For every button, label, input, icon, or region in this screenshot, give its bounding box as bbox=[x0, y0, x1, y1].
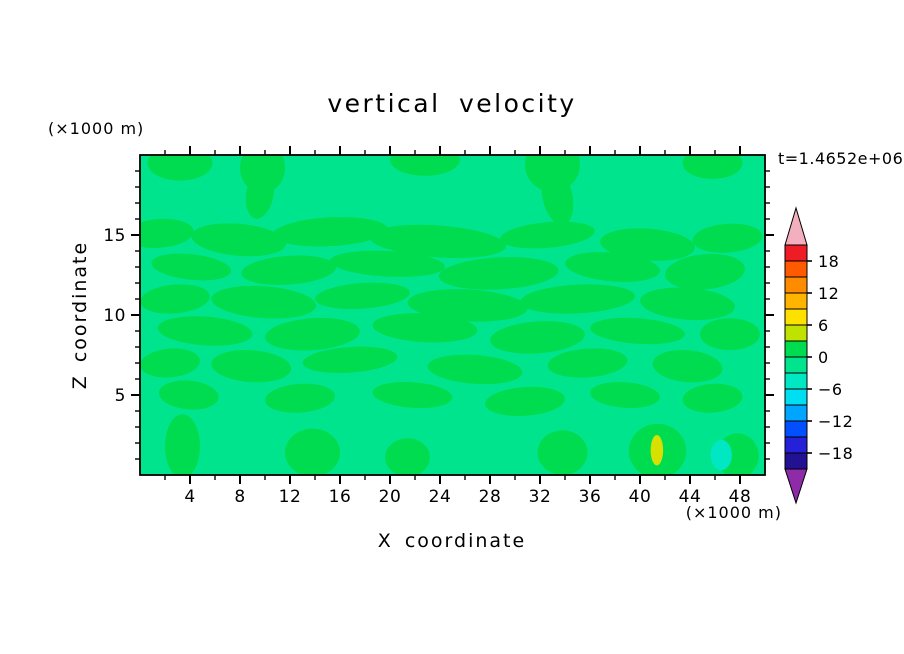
x-tick-label: 36 bbox=[579, 487, 602, 507]
chart-title: vertical velocity bbox=[327, 89, 576, 118]
contour-blob bbox=[272, 217, 388, 247]
contour-blob bbox=[390, 155, 460, 176]
x-tick-label: 12 bbox=[279, 487, 302, 507]
x-tick-label: 32 bbox=[529, 487, 552, 507]
contour-blob bbox=[372, 381, 453, 409]
colorbar-label: 18 bbox=[818, 252, 839, 271]
contour-blob bbox=[372, 313, 478, 343]
colorbar-segment bbox=[784, 420, 808, 438]
timestamp-label: t=1.4652e+06 bbox=[778, 149, 903, 168]
contour-blob bbox=[157, 316, 253, 346]
x-tick-label: 28 bbox=[479, 487, 502, 507]
x-tick-label: 16 bbox=[329, 487, 352, 507]
contour-blob bbox=[385, 438, 430, 475]
contour-blob bbox=[165, 414, 200, 475]
y-tick-label: 10 bbox=[103, 306, 126, 326]
colorbar-label: 6 bbox=[818, 316, 829, 335]
axis-ticks bbox=[131, 146, 774, 484]
contour-blob bbox=[682, 155, 743, 179]
x-tick-label: 40 bbox=[629, 487, 652, 507]
contour-blob bbox=[241, 255, 337, 285]
colorbar-label: −12 bbox=[818, 412, 853, 431]
contour-blob bbox=[547, 348, 628, 378]
contour-blob bbox=[692, 223, 763, 253]
contour-blob bbox=[652, 349, 723, 383]
plot-area bbox=[140, 155, 765, 475]
colorbar-segment bbox=[784, 372, 808, 390]
colorbar-segment bbox=[784, 356, 808, 374]
contour-blob bbox=[490, 321, 585, 354]
contour-blob bbox=[211, 349, 292, 383]
contour-blob bbox=[158, 380, 219, 410]
colorbar-segment bbox=[784, 324, 808, 342]
contour-blob bbox=[682, 383, 743, 413]
contour-blob bbox=[245, 168, 275, 219]
contour-blob bbox=[590, 381, 660, 409]
y-tick-label: 5 bbox=[115, 386, 126, 406]
contour-blob bbox=[500, 221, 595, 249]
colorbar-segment bbox=[784, 260, 808, 278]
contour-blob bbox=[140, 218, 194, 248]
x-tick-label: 4 bbox=[184, 487, 195, 507]
colorbar-segment bbox=[784, 292, 808, 310]
contour-blob bbox=[665, 253, 745, 290]
colorbar-label: −6 bbox=[818, 380, 843, 399]
colorbar-segment bbox=[784, 436, 808, 454]
cyan-anomaly-blob bbox=[710, 439, 732, 471]
contour-blob bbox=[265, 317, 360, 351]
contour-blob bbox=[541, 168, 574, 225]
colorbar-segment bbox=[784, 340, 808, 358]
colorbar-under-arrow bbox=[784, 468, 808, 505]
y-tick-label: 15 bbox=[103, 226, 126, 246]
x-tick-label: 48 bbox=[729, 487, 752, 507]
contour-blob bbox=[151, 253, 232, 281]
contour-blob bbox=[147, 155, 213, 181]
contour-blob bbox=[140, 284, 210, 314]
contour-blob bbox=[640, 287, 735, 321]
colorbar-label: 0 bbox=[818, 348, 829, 367]
colorbar-segment bbox=[784, 308, 808, 326]
contour-blob bbox=[191, 223, 287, 257]
colorbar-segment bbox=[784, 404, 808, 422]
contour-blob bbox=[600, 228, 695, 261]
colorbar: 18 12 6 0 −6 −12 −18 bbox=[784, 206, 853, 505]
contour-blob bbox=[302, 346, 398, 373]
contour-blob bbox=[485, 386, 565, 417]
contour-blob bbox=[590, 317, 685, 345]
colorbar-segment bbox=[784, 244, 808, 262]
y-axis-units-label: (×1000 m) bbox=[48, 119, 144, 138]
contour-blob bbox=[285, 428, 340, 475]
contour-blob bbox=[315, 282, 410, 309]
yellow-anomaly-blob bbox=[650, 435, 664, 466]
x-axis-label: X coordinate bbox=[378, 530, 526, 552]
colorbar-segment bbox=[784, 452, 808, 470]
contour-blob bbox=[565, 252, 660, 282]
x-tick-label: 44 bbox=[679, 487, 702, 507]
contour-blob bbox=[700, 318, 760, 351]
contour-blob bbox=[407, 289, 528, 322]
contour-blobs-layer bbox=[140, 155, 763, 475]
contour-blob bbox=[537, 430, 588, 475]
contour-blob bbox=[211, 285, 317, 319]
contour-blob bbox=[368, 224, 507, 259]
colorbar-label: 12 bbox=[818, 284, 839, 303]
contour-blob bbox=[140, 348, 200, 378]
contour-blob bbox=[438, 257, 559, 290]
colorbar-over-arrow bbox=[784, 206, 808, 246]
contour-blob bbox=[330, 250, 445, 277]
colorbar-segment bbox=[784, 388, 808, 406]
x-tick-label: 20 bbox=[379, 487, 402, 507]
x-tick-label: 8 bbox=[234, 487, 245, 507]
contour-blob bbox=[520, 284, 635, 314]
contour-blob bbox=[265, 383, 335, 413]
colorbar-label: −18 bbox=[818, 444, 853, 463]
contour-blob bbox=[427, 354, 523, 385]
colorbar-segment bbox=[784, 276, 808, 294]
x-tick-label: 24 bbox=[429, 487, 452, 507]
x-axis-units-label: (×1000 m) bbox=[686, 503, 782, 522]
y-axis-label: Z coordinate bbox=[69, 241, 91, 389]
